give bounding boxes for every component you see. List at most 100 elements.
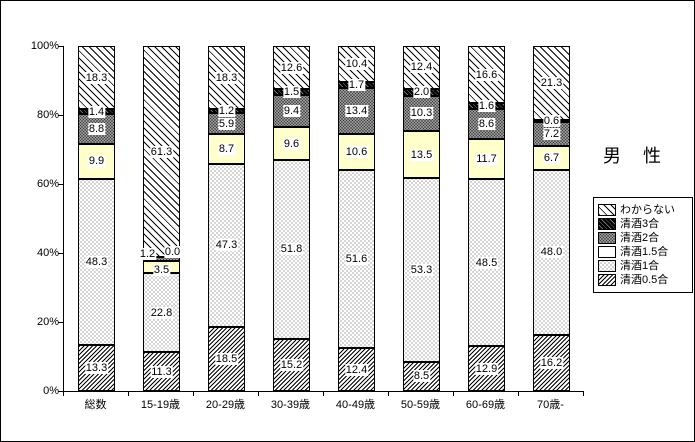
y-axis-tick [58, 253, 63, 254]
data-label: 3.5 [152, 264, 171, 277]
x-axis-label: 70歳- [537, 399, 564, 411]
data-label: 11.3 [150, 365, 173, 378]
bar-segment: 21.3 [533, 46, 570, 120]
x-axis-label: 20-29歳 [205, 399, 246, 411]
legend-item: 清酒3合 [598, 218, 688, 230]
data-label: 48.3 [84, 255, 109, 268]
data-label: 9.4 [282, 104, 301, 117]
bar-segment: 5.9 [208, 113, 245, 134]
bar-segment: 13.4 [338, 87, 375, 134]
stacked-bar: 8.5 53.3 13.5 10.3 2.0 12.4 [403, 46, 440, 391]
stacked-bar: 18.5 47.3 8.7 5.9 1.2 18.3 [208, 46, 245, 391]
bar-segment: 48.3 [78, 178, 115, 346]
bar-segment: 12.9 [468, 346, 505, 391]
legend-swatch [598, 232, 616, 244]
data-label: 7.2 [542, 128, 561, 140]
legend-label: 清酒2合 [620, 232, 660, 244]
x-axis-label: 50-59歳 [400, 399, 441, 411]
bar-segment: 51.6 [338, 170, 375, 349]
legend-label: 清酒1合 [620, 260, 660, 272]
bar-segment: 48.5 [468, 178, 505, 347]
data-label: 5.9 [217, 117, 236, 130]
data-label: 21.3 [539, 76, 564, 89]
data-label: 1.2 [217, 105, 236, 118]
bar-segment: 11.3 [143, 352, 180, 391]
bar-segment: 22.8 [143, 273, 180, 353]
data-label: 18.3 [84, 71, 109, 84]
bar-column: 16.2 48.0 6.7 7.2 0.6 21.3 [519, 46, 584, 391]
x-axis-label: 15-19歳 [140, 399, 181, 411]
bar-column: 11.3 22.8 3.5 1.2 0.0 61.3 [129, 46, 194, 391]
x-axis-tick [388, 391, 389, 396]
legend-label: わからない [620, 204, 675, 216]
legend-swatch [598, 260, 616, 272]
bar-segment: 18.3 [78, 46, 115, 110]
x-axis-labels: 総数 15-19歳 20-29歳 30-39歳 40-49歳 50-59歳 60-69歳 70… [63, 396, 583, 412]
data-label: 51.6 [344, 253, 369, 266]
chart-title: 男 性 [603, 146, 663, 166]
y-axis-tick [58, 115, 63, 116]
x-axis-tick [258, 391, 259, 396]
data-label: 11.7 [475, 152, 498, 165]
bar-segment: 9.6 [273, 127, 310, 161]
data-label: 1.7 [347, 78, 366, 91]
data-label: 8.7 [217, 142, 236, 155]
bar-segment: 6.7 [533, 146, 570, 170]
data-label: 1.2 [138, 248, 157, 261]
bar-segment: 18.5 [208, 327, 245, 391]
legend-label: 清酒1.5合 [620, 246, 669, 258]
bar-segment: 2.0 [403, 86, 440, 99]
legend-item: 清酒2合 [598, 232, 688, 244]
data-label: 18.3 [214, 71, 239, 84]
bar-segment: 1.5 [273, 86, 310, 99]
data-label: 2.0 [412, 86, 431, 99]
x-axis-label: 総数 [84, 399, 107, 411]
data-label: 8.5 [412, 370, 431, 383]
data-label: 1.5 [282, 86, 301, 99]
bar-segment: 10.3 [403, 95, 440, 132]
y-axis-label: 60% [36, 178, 59, 190]
y-axis-tick [58, 46, 63, 47]
data-label: 1.4 [87, 105, 106, 118]
bar-segment: 13.3 [78, 345, 115, 391]
bar-segment: 15.2 [273, 338, 310, 391]
bar-segment: 16.6 [468, 46, 505, 104]
x-axis-tick [63, 391, 64, 396]
x-axis-label: 30-39歳 [270, 399, 311, 411]
bar-segment: 9.9 [78, 144, 115, 179]
data-label: 0.0 [163, 246, 182, 259]
bar-segment: 8.7 [208, 133, 245, 164]
stacked-bar: 11.3 22.8 3.5 1.2 0.0 61.3 [138, 46, 182, 391]
x-axis-tick [518, 391, 519, 396]
data-label: 6.7 [542, 151, 561, 164]
data-label: 10.3 [409, 107, 434, 120]
legend-swatch [598, 204, 616, 216]
x-axis-label: 40-49歳 [335, 399, 376, 411]
bar-column: 12.9 48.5 11.7 8.6 1.6 16.6 [454, 46, 519, 391]
bar-column: 15.2 51.8 9.6 9.4 1.5 12.6 [259, 46, 324, 391]
legend: わからない清酒3合清酒2合清酒1.5合 清酒1合清酒0.5合 [593, 197, 693, 293]
legend-swatch [598, 274, 616, 286]
bar-column: 18.5 47.3 8.7 5.9 1.2 18.3 [194, 46, 259, 391]
x-axis-tick [323, 391, 324, 396]
legend-item: 清酒0.5合 [598, 274, 688, 286]
stacked-bar: 12.9 48.5 11.7 8.6 1.6 16.6 [468, 46, 505, 391]
data-label: 9.9 [87, 155, 106, 168]
bar-segment: 8.6 [468, 108, 505, 139]
legend-label: 清酒0.5合 [620, 274, 669, 286]
bar-segment: 10.6 [338, 133, 375, 171]
bar-segment: 10.4 [338, 46, 375, 82]
stacked-bar: 15.2 51.8 9.6 9.4 1.5 12.6 [273, 46, 310, 391]
bar-segment: 9.4 [273, 94, 310, 128]
bar-column: 12.4 51.6 10.6 13.4 1.7 10.4 [324, 46, 389, 391]
bar-segment: 11.7 [468, 138, 505, 179]
data-label: 0.6 [542, 114, 561, 127]
legend-swatch [598, 246, 616, 258]
data-label: 1.6 [477, 100, 496, 113]
bar-segment: 48.0 [533, 169, 570, 336]
bar-segment: 12.6 [273, 46, 310, 90]
bar-segment: 13.5 [403, 131, 440, 178]
data-label: 12.6 [279, 61, 304, 74]
legend-items: わからない清酒3合清酒2合清酒1.5合 清酒1合清酒0.5合 [598, 204, 688, 286]
